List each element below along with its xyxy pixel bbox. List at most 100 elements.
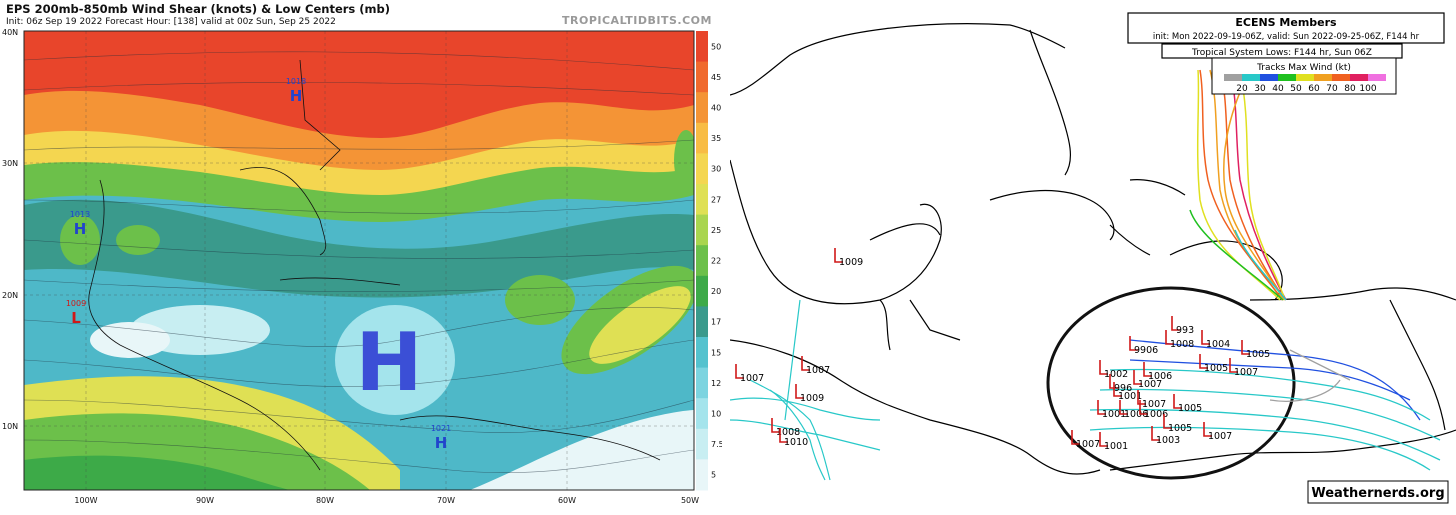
colorbar-swatch (696, 306, 708, 338)
colorbar-label: 30 (711, 165, 721, 174)
wind-scale-swatch (1332, 74, 1350, 81)
low-marker: 1002 (1099, 360, 1128, 380)
colorbar-swatch (696, 214, 708, 246)
low-marker: 1001 (1099, 432, 1128, 452)
wind-scale-swatch (1278, 74, 1296, 81)
map-legend: ECENS Members init: Mon 2022-09-19-06Z, … (1127, 12, 1445, 95)
svg-text:L: L (71, 309, 81, 327)
lat-label-40n: 40N (2, 28, 18, 37)
colorbar-swatch (696, 275, 708, 307)
pressure-center-l-1009: 1009 L (66, 299, 86, 327)
wind-scale-swatch (1350, 74, 1368, 81)
colorbar-swatch (696, 245, 708, 277)
low-marker: 1005 (1163, 414, 1192, 434)
wind-scale-label: 30 (1254, 84, 1266, 94)
colorbar-label: 40 (711, 104, 721, 113)
low-marker: 9906 (1129, 336, 1158, 356)
wind-shear-map: 1018 H 1013 H 1009 L 1021 H H 40N 30N 20… (2, 28, 722, 505)
wind-scale-swatch (1296, 74, 1314, 81)
tropicaltidbits-watermark: TROPICALTIDBITS.COM (562, 14, 712, 27)
colorbar-label: 20 (711, 287, 721, 296)
low-marker: 1005 (1199, 354, 1228, 374)
wind-scale-swatch (1314, 74, 1332, 81)
colorbar-swatch (696, 428, 708, 460)
low-marker: 996 (1109, 374, 1132, 394)
colorbar-label: 17.5 (711, 318, 722, 327)
highlight-circle (1046, 286, 1296, 480)
low-marker: 1006 (1139, 400, 1168, 420)
low-pressure-value: 1007 (1076, 439, 1100, 450)
pressure-center-h-1013: 1013 H (70, 210, 90, 238)
colorbar-swatch (696, 153, 708, 185)
colorbar-swatch (696, 337, 708, 369)
lon-label-60w: 60W (558, 496, 576, 505)
svg-text:1009: 1009 (66, 299, 86, 308)
colorbar-label: 12.5 (711, 379, 722, 388)
low-marker: 993 (1171, 316, 1194, 336)
colorbar-label: 10 (711, 410, 721, 419)
wind-scale-swatch (1368, 74, 1386, 81)
low-marker: 1004 (1201, 330, 1230, 350)
colorbar-swatch (696, 184, 708, 216)
low-pressure-value: 1009 (839, 257, 863, 268)
wind-scale-swatch (1242, 74, 1260, 81)
low-marker: 1007 (1133, 370, 1162, 390)
wind-scale-label: 70 (1326, 84, 1338, 94)
low-pressure-value: 1010 (784, 437, 808, 448)
svg-text:H: H (290, 87, 303, 105)
shear-colorbar: 50 45 40 35 30 27.5 25 22.5 20 17.5 15 12.5 10 7.5 5 (696, 31, 722, 491)
tropical-lows-label: Tropical System Lows: F144 hr, Sun 06Z (1191, 48, 1372, 58)
lon-label-70w: 70W (437, 496, 455, 505)
lat-label-10n: 10N (2, 422, 18, 431)
colorbar-swatch (696, 459, 708, 491)
lat-label-30n: 30N (2, 159, 18, 168)
low-marker: 1007 (1229, 358, 1258, 378)
pressure-center-h-1018: 1018 H (286, 77, 306, 105)
low-marker: 1007 (801, 356, 830, 376)
weathernerds-watermark: Weathernerds.org (1311, 486, 1444, 501)
low-pressure-value: 1001 (1102, 409, 1126, 420)
wind-scale-label: 40 (1272, 84, 1284, 94)
colorbar-label: 5 (711, 471, 716, 480)
colorbar-swatch (696, 92, 708, 124)
low-pressure-value: 9906 (1134, 345, 1158, 356)
low-marker: 1010 (779, 428, 808, 448)
low-pressure-value: 1007 (806, 365, 830, 376)
low-marker: 1006 (1143, 362, 1172, 382)
low-marker: 1006 (1119, 400, 1148, 420)
pressure-center-h-1021: 1021 H (431, 424, 451, 452)
low-marker: 1008 (771, 418, 800, 438)
low-pressure-value: 1008 (1170, 339, 1194, 350)
svg-text:H: H (74, 220, 87, 238)
svg-text:1018: 1018 (286, 77, 306, 86)
colorbar-label: 22.5 (711, 257, 722, 266)
low-pressure-value: 1005 (1246, 349, 1270, 360)
low-marker: 1007 (1203, 422, 1232, 442)
lon-label-50w: 50W (681, 496, 699, 505)
wind-scale: 20 30 40 50 60 70 80 100 (1224, 74, 1386, 94)
low-pressure-value: 993 (1176, 325, 1194, 336)
low-marker: 1001 (1113, 382, 1142, 402)
low-pressure-value: 1005 (1204, 363, 1228, 374)
low-pressure-value: 1001 (1118, 391, 1142, 402)
lat-label-20n: 20N (2, 291, 18, 300)
low-pressure-value: 996 (1114, 383, 1132, 394)
wind-scale-swatch (1260, 74, 1278, 81)
low-pressure-value: 1001 (1104, 441, 1128, 452)
low-pressure-value: 1008 (776, 427, 800, 438)
colorbar-label: 35 (711, 134, 721, 143)
low-pressure-value: 1006 (1148, 371, 1172, 382)
low-marker: 1005 (1241, 340, 1270, 360)
low-pressure-value: 1007 (740, 373, 764, 384)
colorbar-label: 50 (711, 42, 721, 51)
low-marker: 1005 (1173, 394, 1202, 414)
colorbar-label: 7.5 (711, 440, 722, 449)
tracks-legend-title: Tracks Max Wind (kt) (1256, 63, 1351, 73)
wind-shear-map-panel: EPS 200mb-850mb Wind Shear (knots) & Low… (0, 0, 722, 515)
colorbar-label: 25 (711, 226, 721, 235)
low-pressure-value: 1009 (800, 393, 824, 404)
low-pressure-value: 1006 (1124, 409, 1148, 420)
colorbar-label: 27.5 (711, 195, 722, 204)
low-marker: 1007 (735, 364, 764, 384)
low-pressure-value: 1003 (1156, 435, 1180, 446)
